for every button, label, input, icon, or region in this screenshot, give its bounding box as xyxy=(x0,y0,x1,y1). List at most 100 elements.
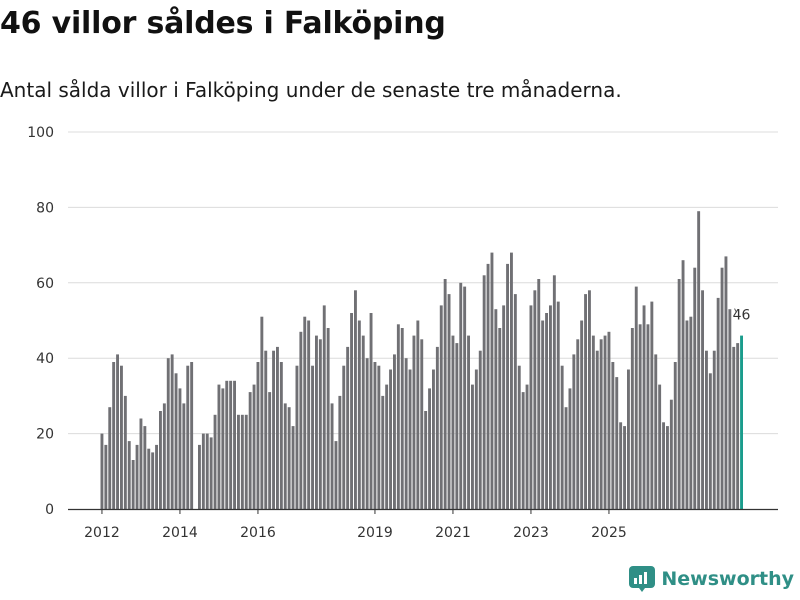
bar xyxy=(502,305,506,509)
bar xyxy=(658,384,662,509)
bar xyxy=(447,294,451,509)
bar xyxy=(326,328,330,509)
bar xyxy=(303,316,307,509)
bar xyxy=(607,331,611,509)
bar xyxy=(396,324,400,509)
bar xyxy=(201,433,205,509)
bar xyxy=(650,301,654,509)
x-tick-label: 2025 xyxy=(591,525,627,541)
bar xyxy=(564,407,568,509)
bar xyxy=(389,369,392,509)
bar xyxy=(178,388,182,509)
bar xyxy=(174,373,178,509)
bar-highlight xyxy=(740,335,743,509)
bar xyxy=(260,316,264,509)
bar xyxy=(728,309,732,509)
bar xyxy=(689,316,693,509)
bar xyxy=(642,305,646,509)
bar xyxy=(638,324,642,509)
bar xyxy=(439,305,443,509)
bar xyxy=(428,388,431,509)
bar xyxy=(662,422,665,509)
bar xyxy=(712,350,716,509)
bar xyxy=(139,418,143,509)
bar xyxy=(486,263,490,509)
bar xyxy=(588,290,591,509)
bar xyxy=(556,301,560,509)
bar xyxy=(432,369,435,509)
bar xyxy=(264,350,268,509)
bar xyxy=(455,343,459,509)
bar xyxy=(315,335,318,509)
bar xyxy=(630,328,634,509)
bar xyxy=(471,384,474,509)
bar xyxy=(498,328,502,509)
bar xyxy=(393,354,396,509)
bar xyxy=(506,263,509,509)
x-tick-label: 2019 xyxy=(357,525,393,541)
bar xyxy=(584,294,587,509)
bar xyxy=(716,297,720,509)
bar xyxy=(217,384,221,509)
bar xyxy=(338,395,342,509)
bar xyxy=(116,354,119,509)
bar xyxy=(248,392,252,509)
bar xyxy=(190,362,194,509)
bar xyxy=(681,260,685,509)
bar xyxy=(155,444,158,509)
bar xyxy=(623,426,626,509)
bar xyxy=(521,392,525,509)
bar xyxy=(654,354,658,509)
bar xyxy=(233,380,236,509)
bar xyxy=(701,290,704,509)
bar xyxy=(603,335,607,509)
bar xyxy=(708,373,712,509)
chart-subtitle: Antal sålda villor i Falköping under de … xyxy=(0,78,622,102)
bar xyxy=(330,403,334,509)
bar xyxy=(416,320,420,509)
bar xyxy=(404,358,408,509)
bar xyxy=(307,320,311,509)
bar xyxy=(513,294,517,509)
bar xyxy=(619,422,623,509)
bar xyxy=(673,362,677,509)
y-tick-label: 60 xyxy=(36,276,54,292)
bar xyxy=(646,324,650,509)
chart-title: 46 villor såldes i Falköping xyxy=(0,6,446,41)
bar xyxy=(568,388,572,509)
bar xyxy=(572,354,576,509)
bar xyxy=(143,426,147,509)
bar xyxy=(669,399,673,509)
bar xyxy=(451,335,455,509)
bar xyxy=(186,365,190,509)
bar xyxy=(560,365,564,509)
bar xyxy=(369,313,373,509)
bar xyxy=(494,309,498,509)
y-tick-label: 20 xyxy=(36,427,54,443)
bar xyxy=(517,365,521,509)
bar xyxy=(580,320,584,509)
brand-footer: Newsworthy xyxy=(629,566,794,592)
bar xyxy=(482,275,486,509)
bar xyxy=(693,267,697,509)
x-tick-label: 2012 xyxy=(84,525,120,541)
bar xyxy=(400,328,404,509)
bar xyxy=(435,346,439,509)
bar xyxy=(166,358,170,509)
bar xyxy=(283,403,287,509)
bar xyxy=(322,305,326,509)
bar xyxy=(537,279,541,509)
bar xyxy=(295,365,299,509)
bar xyxy=(381,395,385,509)
bar xyxy=(474,369,478,509)
bar xyxy=(720,267,724,509)
bar xyxy=(408,369,412,509)
bar xyxy=(510,252,513,509)
bar xyxy=(350,313,353,509)
bar xyxy=(240,414,244,510)
bar xyxy=(361,335,365,509)
bar xyxy=(627,369,630,509)
bar xyxy=(615,377,619,509)
bar xyxy=(467,335,470,509)
bar xyxy=(147,448,151,509)
